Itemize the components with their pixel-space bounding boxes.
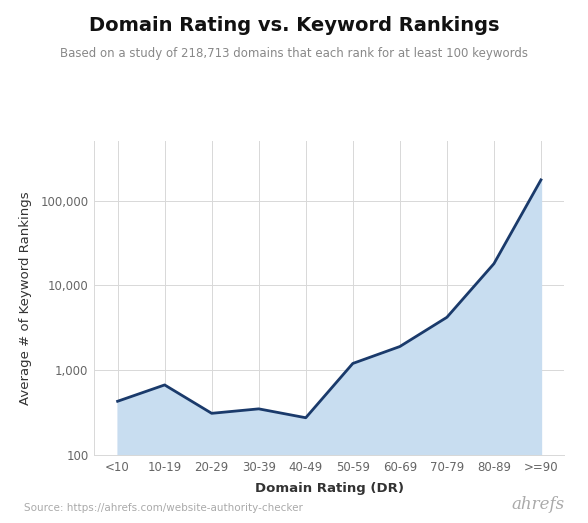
- Text: Domain Rating vs. Keyword Rankings: Domain Rating vs. Keyword Rankings: [89, 16, 499, 35]
- Text: Based on a study of 218,713 domains that each rank for at least 100 keywords: Based on a study of 218,713 domains that…: [60, 47, 528, 60]
- Y-axis label: Average # of Keyword Rankings: Average # of Keyword Rankings: [19, 191, 32, 405]
- Text: Source: https://ahrefs.com/website-authority-checker: Source: https://ahrefs.com/website-autho…: [24, 503, 302, 513]
- X-axis label: Domain Rating (DR): Domain Rating (DR): [255, 482, 404, 495]
- Text: ahrefs: ahrefs: [512, 495, 564, 513]
